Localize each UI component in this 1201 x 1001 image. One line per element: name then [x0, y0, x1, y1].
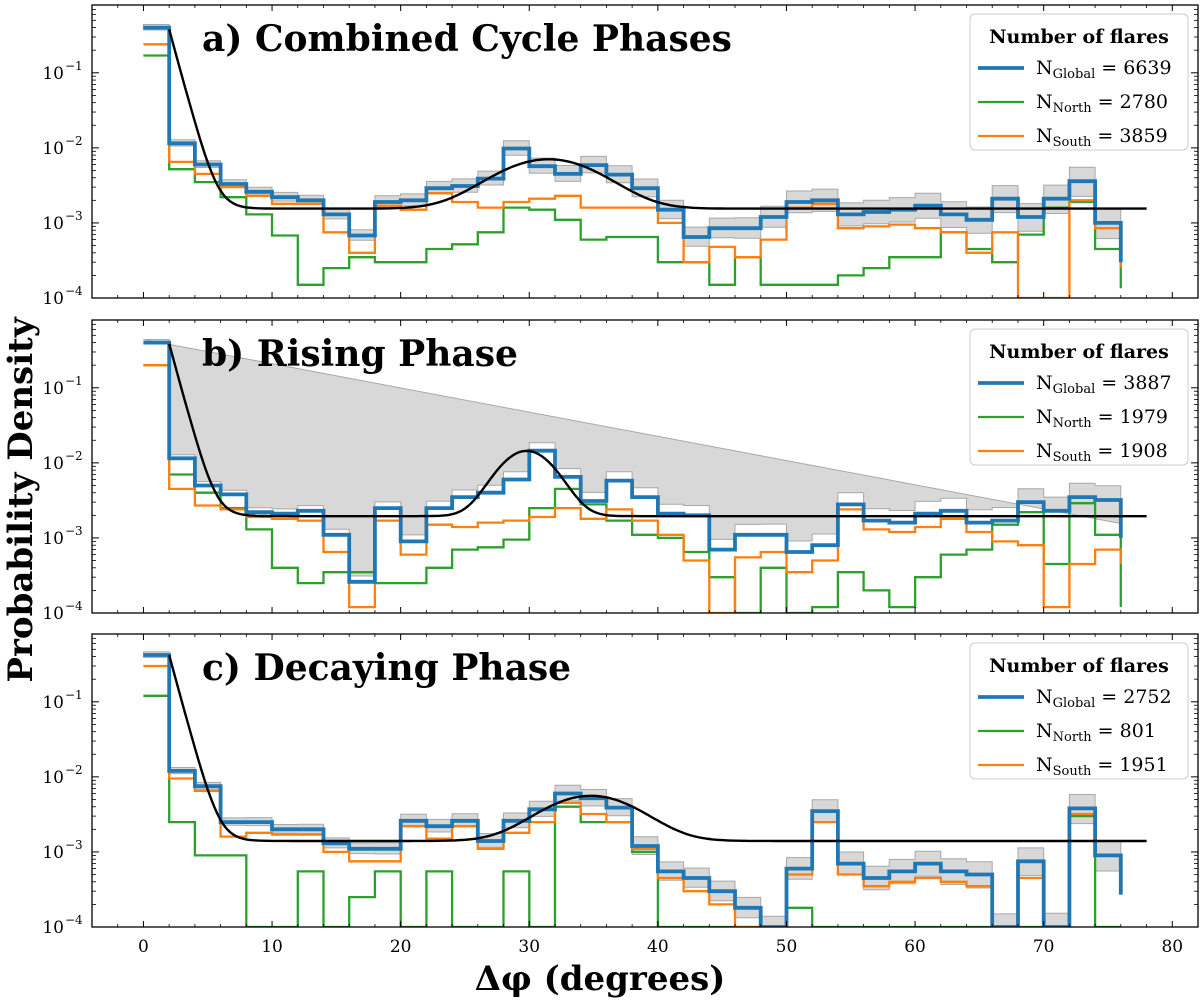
y-tick-label: 10 — [42, 529, 64, 549]
legend-title: Number of flares — [989, 341, 1169, 363]
y-tick-label: 10 — [42, 918, 64, 938]
y-tick-exponent: −2 — [65, 449, 83, 463]
y-tick-exponent: −3 — [65, 524, 83, 538]
y-tick-label: 10 — [42, 214, 64, 234]
legend: Number of flares NGlobal = 3887 NNorth = 1… — [969, 328, 1189, 466]
x-tick-label: 70 — [1033, 937, 1055, 957]
y-tick-label: 10 — [42, 139, 64, 159]
y-tick-exponent: −4 — [65, 284, 83, 298]
legend-box — [969, 13, 1189, 151]
y-tick-label: 10 — [42, 454, 64, 474]
y-tick-label: 10 — [42, 289, 64, 309]
panel-title: c) Decaying Phase — [202, 647, 571, 689]
y-tick-exponent: −3 — [65, 838, 83, 852]
series-global-histogram — [143, 25, 1123, 263]
legend-title: Number of flares — [989, 655, 1169, 677]
fit-curve — [168, 29, 1147, 210]
legend: Number of flares NGlobal = 2752 NNorth = 8… — [969, 642, 1189, 780]
legend-label-south: NSouth = 1951 — [1036, 754, 1168, 779]
legend-label-north: NNorth = 1979 — [1036, 406, 1168, 431]
legend-box — [969, 642, 1189, 780]
uncertainty-band — [143, 339, 1122, 577]
panel-1: 10−410−310−210 −1a) Combined Cycle Phases… — [42, 4, 1199, 309]
fit-curve — [168, 343, 1147, 518]
plot-area — [142, 24, 1147, 298]
y-tick-exponent: −1 — [65, 374, 83, 388]
y-axis-label: Probability Density — [1, 316, 41, 682]
legend: Number of flares NGlobal = 6639 NNorth = 2… — [969, 13, 1189, 151]
y-tick-label: 10 — [42, 843, 64, 863]
panel-2: 10−410−310−210 −1b) Rising Phase Number of… — [42, 319, 1199, 624]
y-tick-exponent: −1 — [65, 688, 83, 702]
panel-title: b) Rising Phase — [202, 333, 518, 375]
series-north-histogram — [143, 54, 1122, 289]
y-tick-exponent: −2 — [65, 763, 83, 777]
plot-area — [143, 339, 1147, 613]
y-tick-exponent: −1 — [65, 59, 83, 73]
legend-label-global: NGlobal = 3887 — [1036, 372, 1172, 397]
x-tick-label: 60 — [904, 937, 926, 957]
y-tick-exponent: −3 — [65, 209, 83, 223]
y-tick-exponent: −2 — [65, 134, 83, 148]
legend-label-global: NGlobal = 6639 — [1036, 57, 1172, 82]
x-tick-label: 30 — [518, 937, 540, 957]
legend-box — [969, 328, 1189, 466]
x-tick-label: 40 — [647, 937, 669, 957]
y-tick-label: 10 — [42, 64, 64, 84]
panel-title: a) Combined Cycle Phases — [202, 18, 732, 60]
x-tick-label: 20 — [390, 937, 412, 957]
x-tick-label: 80 — [1161, 937, 1183, 957]
x-axis-label: Δφ (degrees) — [475, 959, 726, 999]
y-tick-exponent: −4 — [65, 599, 83, 613]
plot-area — [142, 651, 1147, 927]
series-global-histogram — [143, 653, 1123, 927]
y-tick-label: 10 — [42, 693, 64, 713]
legend-label-global: NGlobal = 2752 — [1036, 686, 1172, 711]
y-tick-label: 10 — [42, 379, 64, 399]
y-tick-exponent: −4 — [65, 913, 83, 927]
x-tick-label: 10 — [261, 937, 283, 957]
legend-label-north: NNorth = 2780 — [1036, 91, 1168, 116]
y-tick-label: 10 — [42, 768, 64, 788]
legend-label-north: NNorth = 801 — [1036, 720, 1156, 745]
legend-label-south: NSouth = 1908 — [1036, 440, 1168, 465]
legend-label-south: NSouth = 3859 — [1036, 125, 1168, 150]
fit-curve — [168, 654, 1147, 843]
legend-title: Number of flares — [989, 26, 1169, 48]
x-tick-label: 50 — [776, 937, 798, 957]
x-tick-label: 0 — [138, 937, 149, 957]
y-tick-label: 10 — [42, 604, 64, 624]
